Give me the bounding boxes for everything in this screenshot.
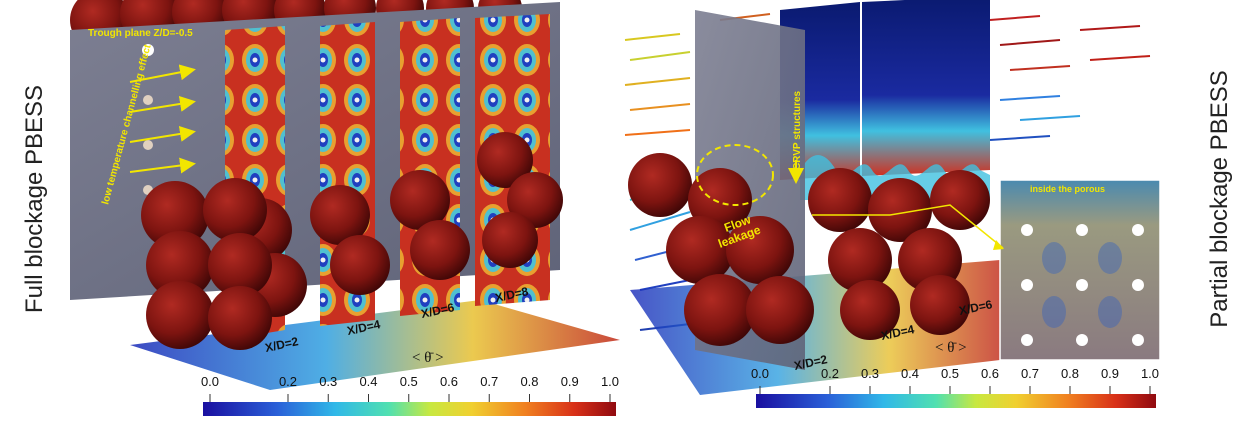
colorbar-tick-label: 0.8 <box>520 374 538 389</box>
right-colorbar-gradient <box>756 394 1156 408</box>
left-panel: Trough plane Z/D=-0.5 low temperature ch… <box>70 0 620 390</box>
porous-inset <box>999 179 1161 361</box>
colorbar-tick-label: 0.6 <box>981 366 999 381</box>
colorbar-tick-label: 1.0 <box>601 374 619 389</box>
colorbar-tick-label: 0.2 <box>279 374 297 389</box>
trough-plane-label: Trough plane Z/D=-0.5 <box>88 28 193 39</box>
left-colorbar-title: < θ̄ > <box>412 350 444 366</box>
left-colorbar: < θ̄ > 0.0 0.2 0.3 0.4 0.5 0.6 0.7 0.8 0.9 1.0 <box>201 350 619 416</box>
colorbar-tick-label: 1.0 <box>1141 366 1159 381</box>
colorbar-tick-label: 0.3 <box>861 366 879 381</box>
colorbar-tick-label: 0.0 <box>751 366 769 381</box>
crvp-label: CRVP structures <box>792 90 803 170</box>
colorbar-tick-label: 0.9 <box>561 374 579 389</box>
right-colorbar: < θ̄ > 0.0 0.2 0.3 0.4 0.5 0.6 0.7 0.8 0.9 1.0 <box>751 340 1159 408</box>
colorbar-tick-label: 0.0 <box>201 374 219 389</box>
left-plane-label: X/D=4 <box>346 317 382 338</box>
right-colorbar-ticks: 0.0 0.2 0.3 0.4 0.5 0.6 0.7 0.8 0.9 1.0 <box>751 366 1159 394</box>
left-sphere-bed <box>141 132 563 350</box>
right-panel: Flow leakage CRVP structures inside the … <box>624 0 1161 395</box>
right-plane-label: X/D=4 <box>880 322 916 343</box>
flow-leakage-ellipse <box>696 144 774 206</box>
inset-pointer <box>812 204 1004 249</box>
left-floor-plane <box>130 300 620 390</box>
left-plane-label: X/D=6 <box>420 300 456 321</box>
right-colorbar-title: < θ̄ > <box>935 340 967 356</box>
right-sphere-bed <box>628 153 990 346</box>
colorbar-tick-label: 0.7 <box>1021 366 1039 381</box>
colorbar-tick-label: 0.8 <box>1061 366 1079 381</box>
colorbar-tick-label: 0.2 <box>821 366 839 381</box>
colorbar-tick-label: 0.5 <box>941 366 959 381</box>
colorbar-tick-label: 0.3 <box>319 374 337 389</box>
colorbar-tick-label: 0.4 <box>901 366 919 381</box>
left-plane-label: X/D=2 <box>264 334 300 355</box>
colorbar-tick-label: 0.6 <box>440 374 458 389</box>
colorbar-tick-label: 0.7 <box>480 374 498 389</box>
left-colorbar-ticks: 0.0 0.2 0.3 0.4 0.5 0.6 0.7 0.8 0.9 1.0 <box>201 374 619 402</box>
channelling-arrows <box>129 64 196 174</box>
right-plane-label: X/D=6 <box>958 297 994 318</box>
colorbar-tick-label: 0.5 <box>400 374 418 389</box>
right-plane-label: X/D=2 <box>793 352 829 373</box>
left-plane-label: X/D=8 <box>494 284 530 305</box>
porous-inset-label: inside the porous <box>1030 184 1105 194</box>
left-colorbar-gradient <box>203 402 616 416</box>
colorbar-tick-label: 0.4 <box>359 374 377 389</box>
colorbar-tick-label: 0.9 <box>1101 366 1119 381</box>
right-wake-plane-xd4 <box>862 0 990 176</box>
